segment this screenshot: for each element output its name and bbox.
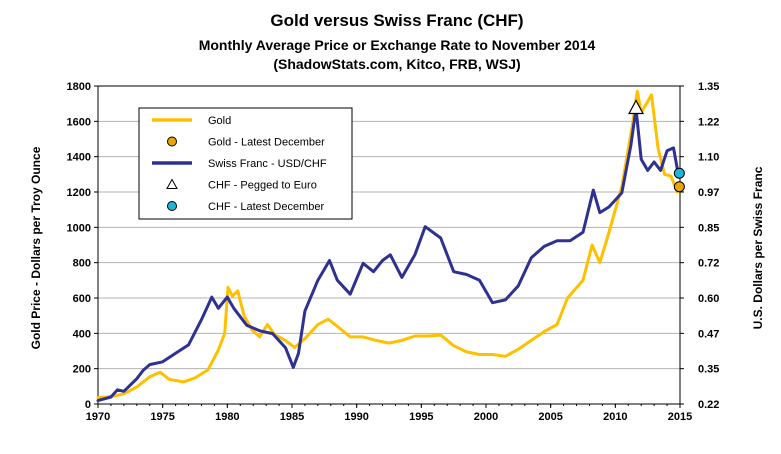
chart-subtitle: Monthly Average Price or Exchange Rate t… [199, 37, 596, 53]
y-left-tick-label: 1800 [67, 81, 91, 93]
gold-latest-marker [673, 181, 685, 193]
y-left-tick-label: 1000 [67, 222, 91, 234]
y-left-tick-label: 400 [73, 328, 91, 340]
y-right-tick-label: 0.72 [698, 258, 719, 270]
legend-circle-swatch [167, 201, 177, 211]
y-right-tick-label: 1.22 [698, 116, 719, 128]
y-left-tick-label: 800 [73, 258, 91, 270]
legend-label: CHF - Latest December [208, 201, 324, 213]
y-left-axis-ticks: 0 200 400 600 800 1000 1200 1400 1600 1800 [67, 81, 98, 411]
x-tick-label: 2015 [668, 411, 692, 423]
x-axis-ticks: 1970 1975 1980 1985 1990 1995 2000 2005 2010 2015 [86, 404, 692, 423]
y-right-tick-label: 0.60 [698, 293, 719, 305]
series-lines [96, 89, 680, 403]
chart-title: Gold versus Swiss Franc (CHF) [270, 11, 523, 30]
legend-label: Gold - Latest December [208, 137, 325, 149]
legend-circle-swatch [167, 136, 177, 147]
gold-price-line [96, 89, 679, 400]
plot-area-frame [97, 85, 681, 405]
legend-label: Gold [208, 115, 231, 127]
y-right-tick-label: 0.85 [698, 222, 719, 234]
y-left-axis-label: Gold Price - Dollars per Troy Ounce [29, 146, 43, 349]
y-left-tick-label: 600 [73, 293, 91, 305]
series-markers [628, 99, 685, 193]
y-left-tick-label: 1200 [67, 187, 91, 199]
x-tick-label: 1975 [150, 411, 174, 423]
x-tick-label: 2000 [474, 411, 498, 423]
y-right-tick-label: 1.10 [698, 152, 719, 164]
legend: Gold Gold - Latest December Swiss Franc - … [138, 107, 353, 220]
y-right-tick-label: 0.47 [698, 328, 719, 340]
x-tick-label: 1995 [409, 411, 433, 423]
chart-source: (ShadowStats.com, Kitco, FRB, WSJ) [273, 56, 520, 72]
x-tick-label: 1985 [280, 411, 304, 423]
y-right-tick-label: 0.35 [698, 364, 719, 376]
y-left-tick-label: 1600 [67, 116, 91, 128]
x-tick-label: 2005 [538, 411, 562, 423]
y-right-axis-label: U.S. Dollars per Swiss Franc [751, 166, 765, 329]
y-right-tick-label: 1.35 [698, 81, 719, 93]
y-left-tick-label: 1400 [67, 152, 91, 164]
chf-latest-marker [673, 167, 685, 179]
x-tick-label: 1970 [86, 411, 110, 423]
legend-label: Swiss Franc - USD/CHF [208, 158, 327, 170]
x-tick-label: 1980 [215, 411, 239, 423]
swiss-franc-line [96, 107, 680, 403]
chf-pegged-marker [628, 99, 645, 115]
y-right-axis-ticks: 0.22 0.35 0.47 0.60 0.72 0.85 0.97 1.10 1.22 1.35 [680, 81, 719, 411]
y-left-tick-label: 0 [85, 399, 91, 411]
y-right-tick-label: 0.97 [698, 187, 719, 199]
y-left-tick-label: 200 [73, 364, 91, 376]
legend-label: CHF - Pegged to Euro [208, 180, 317, 192]
x-tick-label: 1990 [344, 411, 368, 423]
y-right-tick-label: 0.22 [698, 399, 719, 411]
legend-triangle-swatch [166, 178, 178, 189]
x-tick-label: 2010 [603, 411, 627, 423]
